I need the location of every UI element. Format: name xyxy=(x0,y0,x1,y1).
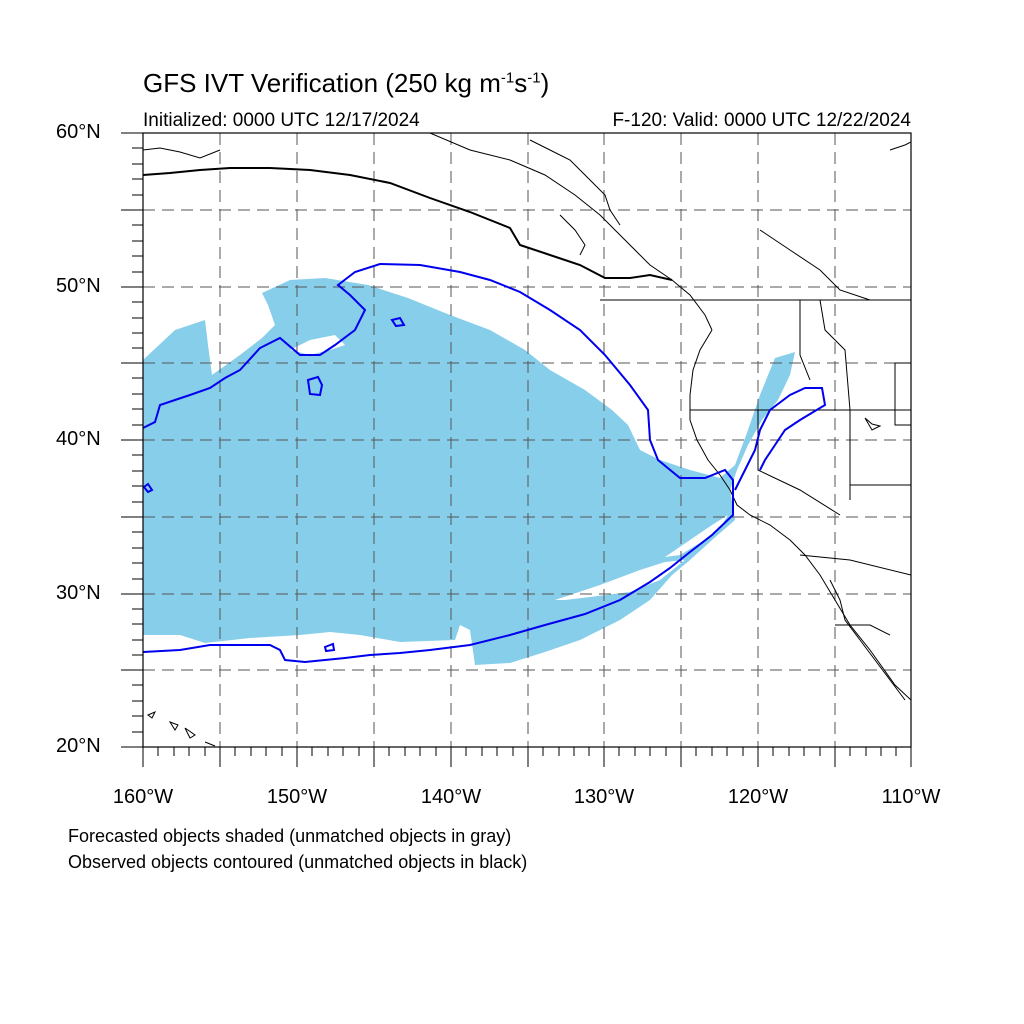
axis-ticks xyxy=(121,132,912,767)
lat-label-30n: 30°N xyxy=(56,582,101,604)
observed-matched-object xyxy=(323,642,336,653)
lon-label-150w: 150°W xyxy=(266,786,328,808)
observed-matched-object xyxy=(143,262,734,664)
lat-label-40n: 40°N xyxy=(56,428,101,450)
lat-label-50n: 50°N xyxy=(56,275,101,297)
lon-label-130w: 130°W xyxy=(573,786,635,808)
observed-matched-object xyxy=(734,387,827,491)
observed-matched-object xyxy=(306,375,324,397)
forecast-gap xyxy=(665,515,728,557)
initialized-time: Initialized: 0000 UTC 12/17/2024 xyxy=(143,110,420,131)
minor-ticks xyxy=(132,147,897,756)
lon-label-160w: 160°W xyxy=(112,786,174,808)
forecast-ivt-object xyxy=(143,278,795,665)
forecast-gap xyxy=(290,335,345,355)
caption-observed: Observed objects contoured (unmatched ob… xyxy=(68,852,528,872)
forecast-gap xyxy=(555,560,685,600)
valid-time: F-120: Valid: 0000 UTC 12/22/2024 xyxy=(612,110,911,131)
lon-label-110w: 110°W xyxy=(881,786,941,808)
graticule xyxy=(143,133,911,747)
observed-matched-object xyxy=(143,482,154,494)
lat-label-20n: 20°N xyxy=(56,735,101,757)
observed-unmatched-object xyxy=(143,167,673,281)
caption-forecast: Forecasted objects shaded (unmatched obj… xyxy=(68,826,512,846)
lon-label-140w: 140°W xyxy=(420,786,482,808)
lon-label-120w: 120°W xyxy=(727,786,789,808)
map-title: GFS IVT Verification (250 kg m-1s-1) xyxy=(143,68,550,98)
observed-matched-object xyxy=(390,316,406,328)
lat-label-60n: 60°N xyxy=(56,121,101,143)
